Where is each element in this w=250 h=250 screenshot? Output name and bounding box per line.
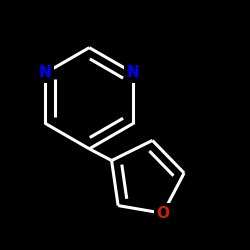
Text: O: O xyxy=(156,206,170,221)
Text: N: N xyxy=(127,66,140,80)
Text: N: N xyxy=(39,66,52,80)
